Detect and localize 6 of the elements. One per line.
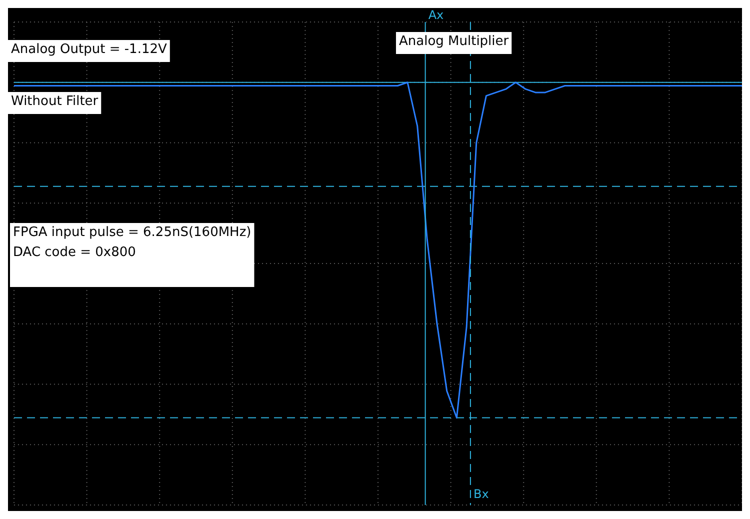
annotation: Without Filter bbox=[11, 94, 99, 109]
text: Analog Output = -1.12V bbox=[11, 42, 167, 57]
chart-title: Analog Multiplier bbox=[398, 34, 510, 49]
annotation: FPGA input pulse = 6.25nS(160MHz) DAC code = 0x800 bbox=[13, 224, 252, 260]
text: Bx bbox=[473, 487, 489, 502]
text: Ax bbox=[428, 8, 444, 22]
